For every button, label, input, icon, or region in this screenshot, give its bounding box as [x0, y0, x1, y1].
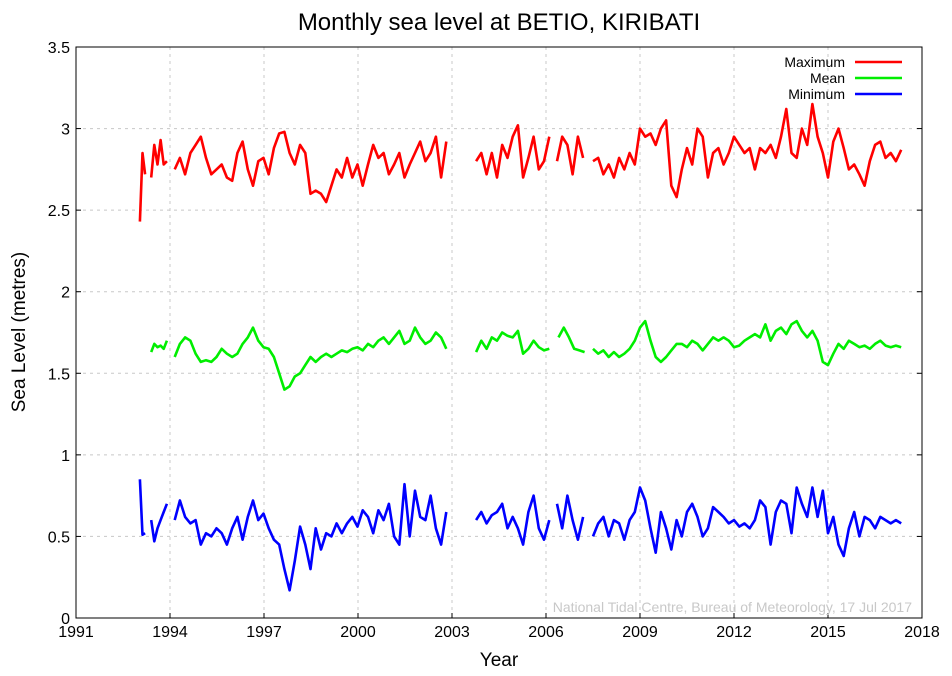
y-tick-label: 2 [61, 285, 70, 302]
axis-ticks: 1991 1994 1997 2000 2003 2006 2009 2012 2015 2018… [48, 40, 940, 641]
x-tick-label: 1991 [58, 624, 94, 641]
series-maximum [138, 102, 903, 222]
grid [76, 47, 922, 618]
y-tick-label: 1.5 [48, 366, 70, 383]
chart-title: Monthly sea level at BETIO, KIRIBATI [298, 9, 700, 36]
legend-label-mean: Mean [810, 70, 845, 86]
x-tick-label: 2006 [528, 624, 564, 641]
credit-text: National Tidal Centre, Bureau of Meteoro… [553, 599, 913, 615]
series-lines [138, 102, 903, 592]
minimum-line-segment [173, 482, 448, 592]
y-axis-label: Sea Level (metres) [9, 252, 30, 413]
minimum-line-segment [138, 479, 146, 537]
mean-line-segment [474, 329, 550, 356]
x-tick-label: 2009 [622, 624, 658, 641]
y-tick-label: 1 [61, 448, 70, 465]
x-tick-label: 2000 [340, 624, 376, 641]
mean-line-segment [149, 340, 169, 353]
y-tick-label: 2.5 [48, 203, 70, 220]
plot-frame [75, 46, 923, 619]
x-tick-label: 2012 [716, 624, 752, 641]
maximum-line-segment [475, 124, 551, 179]
y-tick-label: 3 [61, 122, 70, 139]
y-tick-label: 0.5 [48, 529, 70, 546]
x-axis-label: Year [480, 650, 519, 671]
legend-label-maximum: Maximum [784, 54, 845, 70]
mean-line-segment [173, 326, 448, 391]
maximum-line-segment [555, 135, 585, 176]
maximum-line-segment [592, 102, 903, 199]
mean-line-segment [592, 319, 902, 367]
x-tick-label: 2018 [904, 624, 940, 641]
series-mean [149, 319, 902, 391]
maximum-line-segment [149, 138, 168, 178]
x-tick-label: 1994 [152, 624, 188, 641]
minimum-line-segment [591, 486, 902, 558]
series-minimum [138, 479, 902, 592]
y-tick-label: 3.5 [48, 40, 70, 57]
minimum-line-segment [149, 503, 169, 543]
x-tick-label: 2003 [434, 624, 470, 641]
y-tick-label: 0 [61, 611, 70, 628]
maximum-line-segment [173, 130, 448, 204]
x-tick-label: 2015 [810, 624, 846, 641]
minimum-line-segment [475, 494, 551, 546]
maximum-line-segment [138, 151, 147, 222]
minimum-line-segment [555, 494, 585, 542]
legend-label-minimum: Minimum [788, 86, 845, 102]
mean-line-segment [557, 326, 586, 354]
x-tick-label: 1997 [246, 624, 282, 641]
